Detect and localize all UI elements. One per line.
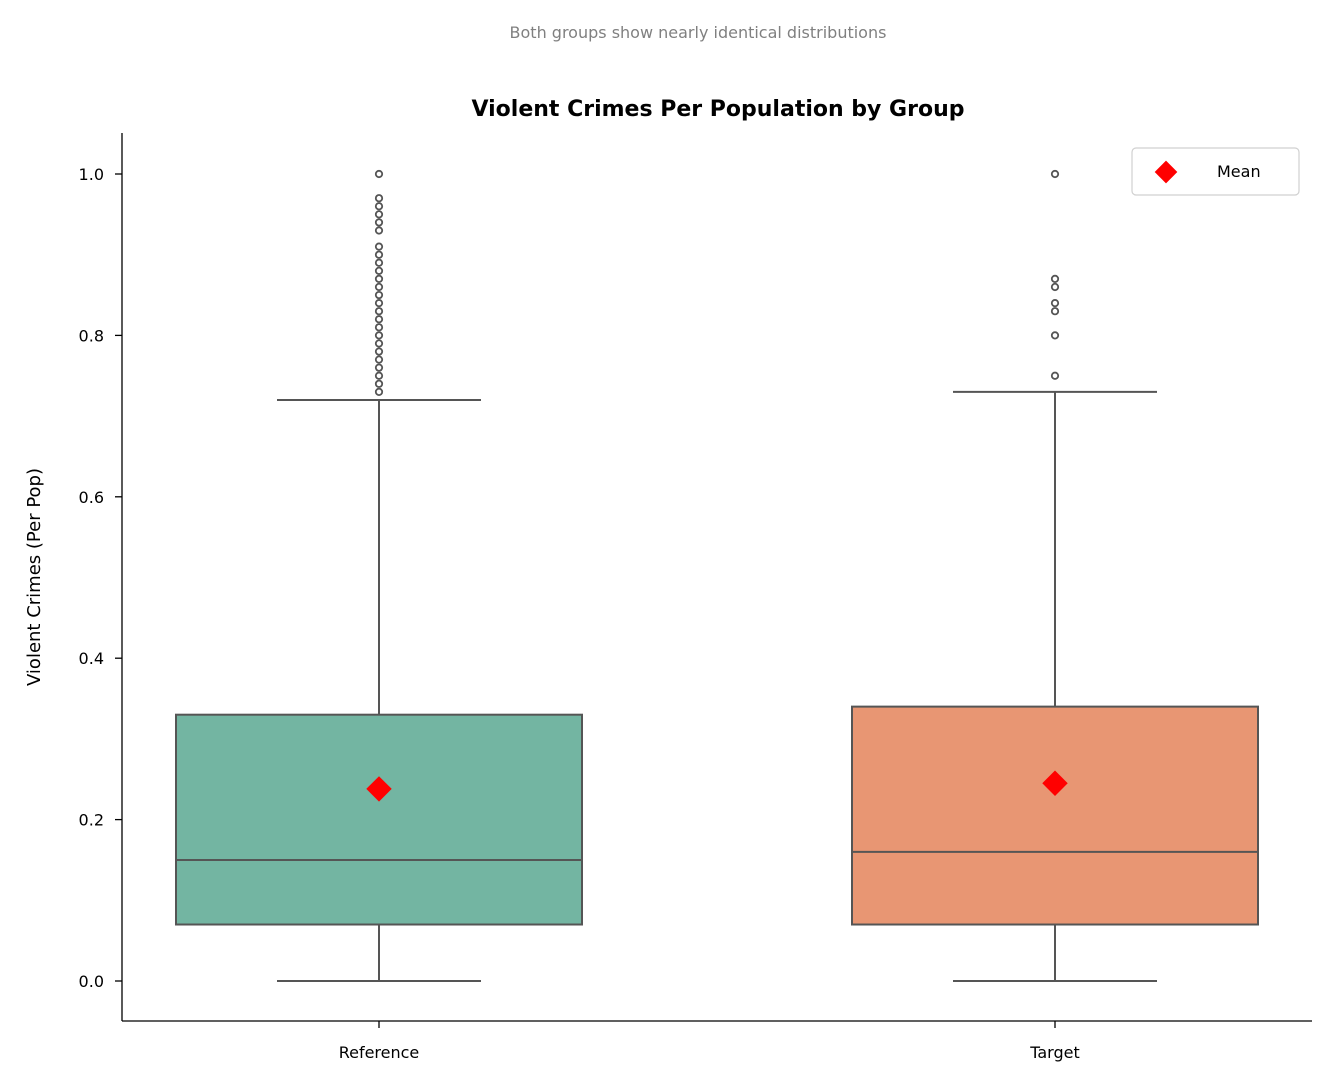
- y-tick-label: 0.6: [79, 488, 104, 507]
- outlier-point-reference: [374, 202, 384, 211]
- x-tick-label: Reference: [339, 1043, 420, 1062]
- y-axis-label: Violent Crimes (Per Pop): [24, 468, 45, 686]
- y-tick-label: 0.2: [79, 811, 104, 830]
- outlier-point-reference: [374, 274, 384, 284]
- outlier-point-reference: [374, 210, 384, 219]
- outlier-point-reference: [374, 266, 384, 275]
- chart-title: Violent Crimes Per Population by Group: [472, 97, 965, 122]
- outlier-point-reference: [374, 250, 384, 259]
- box-target: [851, 705, 1259, 926]
- outlier-point-target: [1050, 299, 1060, 308]
- outlier-point-reference: [374, 355, 384, 364]
- outlier-point-reference: [374, 218, 384, 227]
- y-tick-label: 0.0: [79, 972, 104, 991]
- y-tick-label: 0.4: [79, 649, 104, 668]
- outlier-point-reference: [374, 258, 384, 267]
- outlier-point-reference: [374, 169, 384, 179]
- outlier-point-reference: [374, 371, 384, 380]
- outlier-point-reference: [374, 307, 384, 316]
- legend-mean-label: Mean: [1217, 162, 1261, 181]
- legend-frame: [1131, 147, 1300, 196]
- x-axis-ticks: Reference Target: [339, 1021, 1080, 1062]
- outlier-point-reference: [374, 226, 384, 235]
- outlier-point-reference: [374, 282, 384, 292]
- y-axis-ticks: 0.0 0.2 0.4 0.6 0.8 1.0: [79, 165, 122, 991]
- outlier-point-target: [1050, 331, 1060, 340]
- outlier-point-reference: [374, 347, 384, 356]
- legend: Mean: [1131, 147, 1300, 196]
- x-tick-label: Target: [1029, 1043, 1080, 1062]
- chart-subtitle: Both groups show nearly identical distri…: [510, 23, 887, 42]
- mean-marker-reference: [366, 776, 392, 802]
- outlier-point-target: [1050, 371, 1060, 380]
- outlier-point-reference: [374, 339, 384, 348]
- outlier-point-reference: [374, 290, 384, 300]
- outlier-point-target: [1050, 282, 1060, 292]
- outlier-point-reference: [374, 379, 384, 388]
- y-tick-label: 0.8: [79, 326, 104, 345]
- outlier-point-reference: [374, 323, 384, 332]
- outlier-point-reference: [374, 299, 384, 308]
- plot-area: [175, 169, 1259, 982]
- outlier-point-reference: [374, 387, 384, 396]
- outlier-point-reference: [374, 242, 384, 251]
- outlier-point-reference: [374, 315, 384, 324]
- outlier-point-target: [1050, 307, 1060, 316]
- outlier-point-target: [1050, 274, 1060, 284]
- outlier-point-reference: [374, 331, 384, 340]
- outlier-point-target: [1050, 169, 1060, 179]
- box-reference: [175, 713, 583, 926]
- outlier-point-reference: [374, 194, 384, 203]
- y-tick-label: 1.0: [79, 165, 104, 184]
- outlier-point-reference: [374, 363, 384, 372]
